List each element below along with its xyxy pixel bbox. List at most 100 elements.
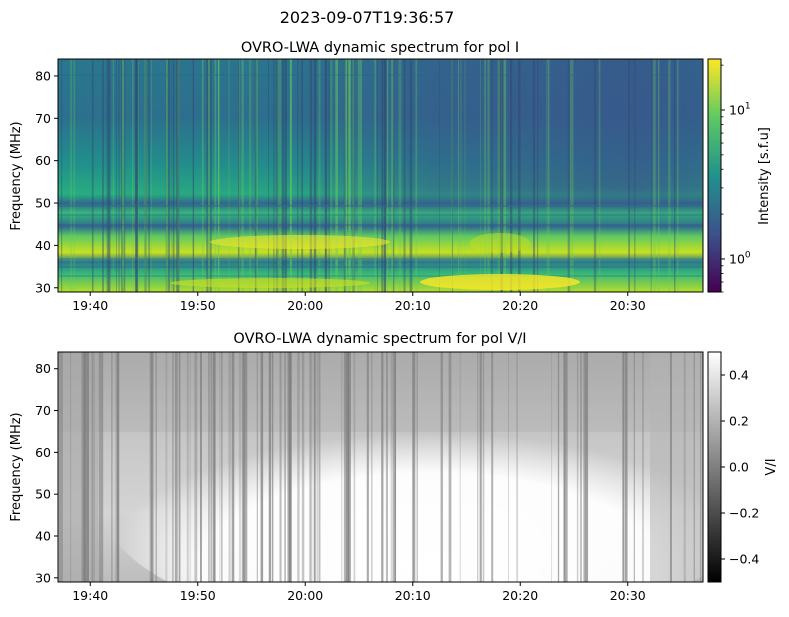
spectrum-stripe xyxy=(348,59,351,292)
spectrum-stripe xyxy=(318,59,321,292)
spectrum-stripe xyxy=(217,59,220,292)
spectrum-stripe xyxy=(668,59,671,292)
y-tick-label: 70 xyxy=(35,403,51,418)
y-axis: 30 40 50 60 70 80 xyxy=(35,361,58,585)
spectrum-stripe xyxy=(213,352,216,582)
spectrum-stripe xyxy=(598,59,601,292)
spectrum-stripe xyxy=(279,352,282,582)
spectrum-stripe xyxy=(108,59,111,292)
spectrum-stripe xyxy=(343,59,346,292)
spectrum-stripe xyxy=(324,59,328,292)
spectrum-stripe xyxy=(412,352,416,582)
spectrum-stripe xyxy=(289,352,292,582)
spectrum-stripe xyxy=(344,59,347,292)
spectrum-stripe xyxy=(623,352,625,582)
spectrum-stripe xyxy=(386,59,389,292)
spectrum-stripe xyxy=(702,59,703,292)
spectrum-stripe xyxy=(359,59,362,292)
spectrum-stripe xyxy=(699,352,702,582)
spectrum-stripe xyxy=(243,352,246,582)
colorbar-tick-label: 0.2 xyxy=(729,414,749,429)
colorbar-tick-label: 0.4 xyxy=(729,368,749,383)
spectrum-stripe xyxy=(309,352,311,582)
spectrum-stripe xyxy=(497,59,500,292)
spectrum-stripe xyxy=(693,352,695,582)
y-tick-label: 40 xyxy=(35,529,51,544)
spectrum-band xyxy=(58,205,703,207)
y-tick-label: 50 xyxy=(35,196,51,211)
spectrum-stripe xyxy=(206,59,209,292)
spectrum-stripe xyxy=(415,59,418,292)
spectrum-stripe xyxy=(669,352,672,582)
spectrum-stripe xyxy=(254,59,257,292)
spectrum-stripe xyxy=(383,59,387,292)
spectrum-stripe xyxy=(398,59,402,292)
spectrum-stripe xyxy=(99,352,101,582)
colorbar-label: Intensity [s.f.u] xyxy=(757,127,772,225)
spectrum-stripe xyxy=(658,59,660,292)
heatmap-plot-area xyxy=(58,59,703,292)
spectrum-stripe xyxy=(297,352,299,582)
x-tick-label: 19:40 xyxy=(72,588,108,603)
colorbar: −0.4 −0.2 0.0 0.2 0.4 V/I xyxy=(707,351,779,583)
spectrum-stripe xyxy=(409,59,413,292)
spectrum-stripe xyxy=(260,352,263,582)
spectrum-stripe xyxy=(287,352,290,582)
spectrum-stripe xyxy=(150,352,154,582)
spectrum-stripe xyxy=(653,59,656,292)
spectrum-stripe xyxy=(348,352,351,582)
colorbar: 100 101 Intensity [s.f.u] xyxy=(707,58,772,293)
spectrum-stripe xyxy=(165,59,167,292)
y-tick-label: 80 xyxy=(35,68,51,83)
spectrum-stripe xyxy=(567,59,570,292)
spectrum-stripe xyxy=(70,59,72,292)
spectrum-stripe xyxy=(73,59,75,292)
spectrum-stripe xyxy=(628,59,630,292)
spectrum-stripe xyxy=(622,352,624,582)
x-tick-label: 20:30 xyxy=(610,298,646,313)
spectrum-stripe xyxy=(576,352,579,582)
spectrum-stripe xyxy=(290,59,292,292)
spectrum-stripe xyxy=(500,59,503,292)
spectrum-stripe xyxy=(340,352,343,582)
spectrum-stripe xyxy=(112,59,114,292)
spectrum-stripe xyxy=(366,352,369,582)
spectrum-stripe xyxy=(174,352,178,582)
heatmap-plot-area xyxy=(58,352,760,617)
spectrum-stripe xyxy=(393,59,395,292)
spectrum-stripe xyxy=(92,352,95,582)
spectrum-stripe xyxy=(532,59,536,292)
spectrum-stripe xyxy=(280,59,282,292)
spectrum-stripe xyxy=(199,352,202,582)
spectrum-stripe xyxy=(81,352,84,582)
spectrum-stripe xyxy=(479,352,482,582)
spectrum-stripe xyxy=(116,352,120,582)
spectrum-stripe xyxy=(178,59,180,292)
spectrum-stripe xyxy=(121,59,124,292)
spectrum-stripe xyxy=(148,59,150,292)
spectrum-stripe xyxy=(385,352,388,582)
spectrum-stripe xyxy=(440,352,443,582)
spectrum-stripe xyxy=(449,352,452,582)
spectrum-stripe xyxy=(357,59,360,292)
y-tick-label: 40 xyxy=(35,238,51,253)
spectrum-stripe xyxy=(546,59,548,292)
spectrum-stripe xyxy=(346,352,350,582)
spectrum-stripe xyxy=(201,59,204,292)
x-tick-label: 20:10 xyxy=(395,588,431,603)
spectrum-stripe xyxy=(221,352,223,582)
spectrum-band xyxy=(58,74,703,76)
spectrum-stripe xyxy=(381,352,384,582)
spectrum-stripe xyxy=(491,352,494,582)
y-tick-label: 50 xyxy=(35,487,51,502)
spectrum-stripe xyxy=(344,59,348,292)
spectrum-stripe xyxy=(167,59,171,292)
spectrum-stripe xyxy=(557,352,560,582)
spectrum-stripe xyxy=(593,59,597,292)
spectrum-stripe xyxy=(135,59,139,292)
spectrum-stripe xyxy=(563,352,566,582)
spectrum-stripe xyxy=(674,59,676,292)
spectrum-stripe xyxy=(102,59,104,292)
spectrum-stripe xyxy=(313,59,317,292)
spectrum-stripe xyxy=(91,59,94,292)
